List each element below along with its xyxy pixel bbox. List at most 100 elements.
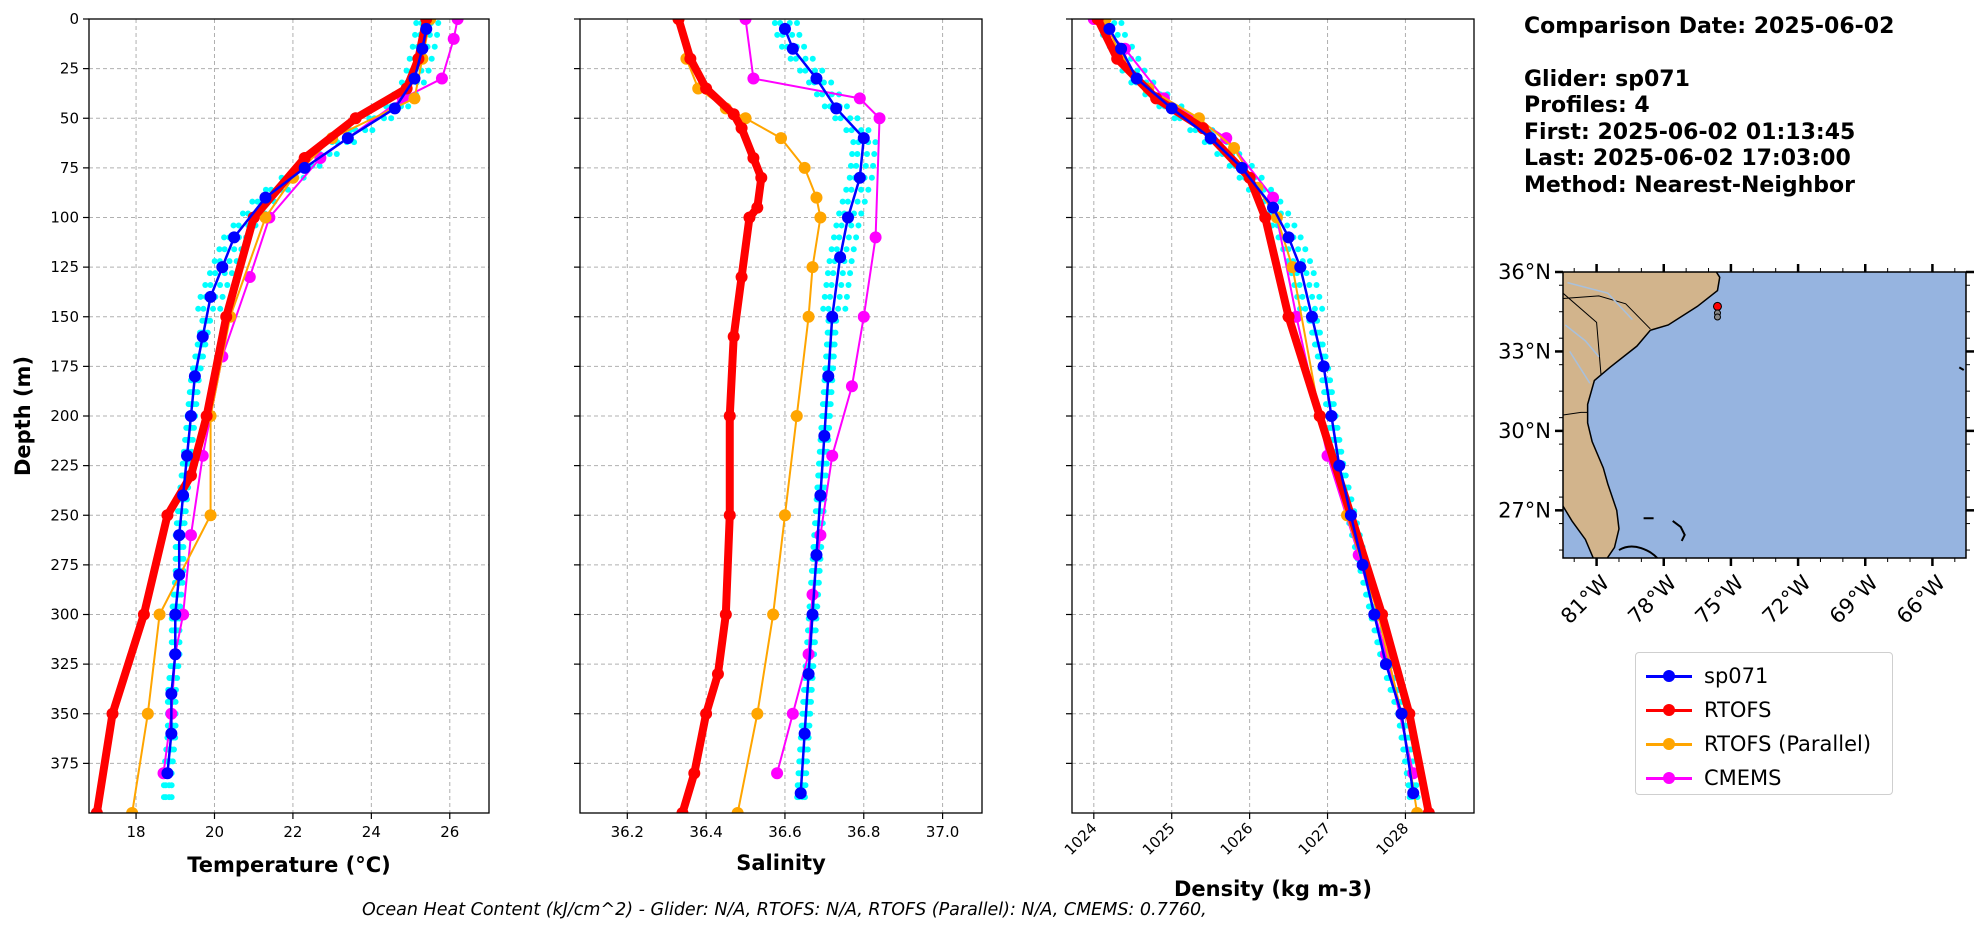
raw-profile-point	[412, 31, 419, 38]
data-point	[1115, 42, 1128, 55]
raw-profile-point	[1371, 627, 1378, 634]
data-point	[196, 330, 209, 343]
raw-profile-point	[1336, 436, 1343, 443]
raw-profile-point	[178, 472, 185, 479]
data-point	[790, 410, 803, 422]
legend-label: CMEMS	[1704, 766, 1782, 790]
data-point	[165, 687, 178, 700]
raw-profile-point	[771, 19, 778, 26]
raw-profile-point	[200, 305, 207, 312]
data-point	[1204, 132, 1217, 145]
data-point	[126, 807, 139, 813]
raw-profile-point	[333, 150, 340, 157]
raw-profile-point	[1171, 115, 1178, 122]
raw-profile-point	[431, 43, 438, 50]
raw-profile-point	[801, 43, 808, 50]
raw-profile-point	[826, 424, 833, 431]
raw-profile-point	[167, 663, 174, 670]
raw-profile-point	[1383, 675, 1390, 682]
data-point	[806, 608, 819, 621]
raw-profile-point	[823, 460, 830, 467]
data-point	[735, 271, 748, 284]
data-point	[259, 211, 272, 224]
raw-profile-point	[843, 186, 850, 193]
data-point	[173, 529, 186, 542]
raw-profile-point	[827, 401, 834, 408]
raw-profile-point	[787, 55, 794, 62]
raw-profile-point	[804, 746, 811, 753]
raw-profile-point	[166, 675, 173, 682]
raw-profile-point	[1309, 329, 1316, 336]
raw-profile-point	[845, 234, 852, 241]
data-point	[1379, 658, 1392, 671]
raw-profile-point	[800, 698, 807, 705]
river	[1567, 281, 1633, 321]
data-point	[845, 380, 858, 393]
raw-profile-point	[818, 424, 825, 431]
raw-profile-point	[830, 353, 837, 360]
raw-profile-point	[1226, 162, 1233, 169]
raw-profile-point	[803, 770, 810, 777]
series-sp071	[161, 22, 433, 780]
raw-profile-point	[824, 270, 831, 277]
series-line	[166, 28, 428, 774]
raw-profile-point	[206, 270, 213, 277]
raw-profile-point	[1402, 758, 1409, 765]
raw-profile-point	[1285, 210, 1292, 217]
data-point	[228, 231, 241, 244]
raw-profile-point	[1135, 55, 1142, 62]
y-tick-label: 0	[69, 10, 79, 28]
raw-profile-point	[179, 460, 186, 467]
series-sp071	[778, 22, 870, 800]
legend-swatch	[1646, 700, 1692, 720]
raw-profile-point	[420, 79, 427, 86]
data-point	[447, 32, 460, 45]
raw-profile-point	[872, 139, 879, 146]
data-point	[1317, 360, 1330, 373]
raw-profile-point	[1291, 222, 1298, 229]
map-lon-label: 72°W	[1758, 570, 1816, 628]
data-point	[408, 92, 421, 105]
raw-profile-point	[160, 782, 167, 789]
raw-profile-point	[838, 281, 845, 288]
data-point	[204, 509, 217, 522]
raw-profile-point	[821, 293, 828, 300]
raw-profile-point	[1187, 127, 1194, 134]
raw-profile-point	[239, 210, 246, 217]
data-point	[1235, 161, 1248, 174]
raw-profile-point	[839, 198, 846, 205]
raw-profile-point	[861, 198, 868, 205]
data-point	[341, 132, 354, 145]
series-line	[1094, 19, 1433, 813]
raw-profile-point	[1310, 270, 1317, 277]
data-point	[853, 92, 866, 105]
raw-profiles	[160, 19, 442, 801]
series-line	[131, 19, 432, 813]
data-point	[1395, 707, 1408, 720]
data-point	[1294, 261, 1307, 274]
raw-profile-point	[168, 639, 175, 646]
y-tick-label: 75	[60, 159, 79, 177]
y-tick-label: 175	[50, 357, 79, 375]
raw-profile-point	[808, 579, 815, 586]
data-point	[853, 171, 866, 184]
raw-profile-point	[1299, 293, 1306, 300]
raw-profile-point	[434, 31, 441, 38]
data-point	[727, 330, 740, 343]
x-tick-label: 36.4	[689, 823, 722, 841]
map-lon-label: 75°W	[1690, 570, 1748, 628]
raw-profile-point	[794, 19, 801, 26]
raw-profile-point	[836, 234, 843, 241]
x-axis-label: Temperature (°C)	[187, 853, 390, 877]
y-tick-label: 25	[60, 60, 79, 78]
data-point	[1333, 459, 1346, 472]
map-lat-label: 27°N	[1498, 498, 1551, 522]
data-point	[388, 102, 401, 115]
data-point	[1325, 410, 1338, 422]
map-lon-label: 78°W	[1623, 570, 1681, 628]
raw-profile-point	[207, 317, 214, 324]
data-point	[1267, 201, 1279, 214]
data-point	[1111, 52, 1124, 65]
data-point	[141, 707, 154, 720]
